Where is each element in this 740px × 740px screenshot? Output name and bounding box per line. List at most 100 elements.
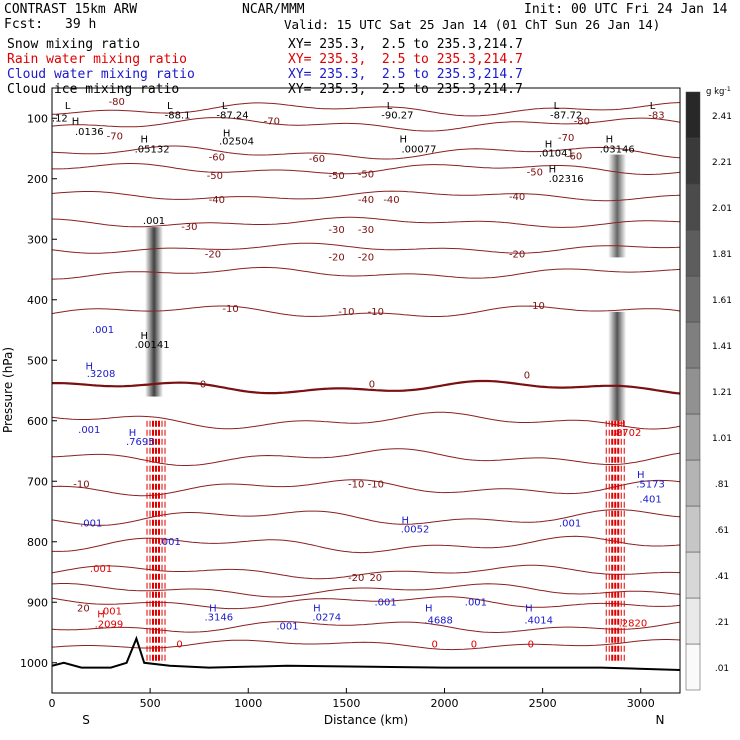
contour-label-63: H [617, 419, 625, 430]
snow-column-0 [145, 227, 164, 397]
y-tick-label-3: 400 [27, 294, 48, 307]
field-cloudice-name: Cloud ice mixing ratio [7, 82, 180, 97]
contour-label-24: .02316 [549, 174, 584, 185]
contour-label-92: 0 [200, 379, 206, 390]
contour-label-67: -70 [107, 131, 123, 142]
contour-label-56: .2099 [95, 620, 124, 631]
colorbar-cell-1 [685, 597, 701, 645]
x-tick-label-4: 2000 [431, 697, 459, 710]
contour-label-30: H [86, 361, 94, 372]
isotherm-15 [52, 564, 680, 580]
north-end-label: N [656, 713, 665, 727]
y-tick-label-8: 900 [27, 596, 48, 609]
colorbar-cell-5 [685, 413, 701, 461]
field-rain-name: Rain water mixing ratio [7, 52, 188, 67]
contour-label-72: -60 [566, 151, 582, 162]
isotherm-12 [52, 479, 680, 497]
isotherm-19 [52, 639, 680, 651]
colorbar-cell-7 [685, 321, 701, 369]
contour-label-11: H [140, 134, 148, 145]
contour-label-77: -40 [209, 195, 225, 206]
y-tick-label-6: 700 [27, 475, 48, 488]
contour-label-22: .03146 [600, 145, 635, 156]
contour-label-91: -10 [529, 301, 545, 312]
colorbar-label-11: 2.21 [712, 158, 732, 168]
y-tick-label-7: 800 [27, 536, 48, 549]
contour-label-12: .05132 [135, 145, 170, 156]
contour-label-32: H [129, 428, 137, 439]
x-axis-label: Distance (km) [324, 713, 408, 727]
contour-label-60: 0 [432, 640, 438, 651]
contour-label-46: H [425, 603, 433, 614]
contour-label-2: .0136 [75, 127, 104, 138]
contour-label-43: H [313, 603, 321, 614]
contour-label-65: .2820 [619, 618, 648, 629]
contour-label-83: -30 [358, 225, 374, 236]
field-cloudice-xy: XY= 235.3, 2.5 to 235.3,214.7 [288, 82, 523, 97]
contour-label-47: .4688 [424, 615, 453, 626]
contour-label-98: 20 [77, 603, 90, 614]
field-rain-xy: XY= 235.3, 2.5 to 235.3,214.7 [288, 52, 523, 67]
colorbar-cell-8 [685, 275, 701, 323]
colorbar-label-2: .41 [715, 572, 729, 582]
contour-label-37: .001 [92, 325, 114, 336]
institution: NCAR/MMM [242, 2, 305, 17]
contour-label-69: -70 [264, 116, 280, 127]
contour-label-73: -50 [207, 171, 223, 182]
forecast-value: 39 h [65, 17, 97, 32]
isotherm-18 [52, 621, 680, 634]
contour-label-45: .001 [374, 597, 396, 608]
contour-label-41: .3146 [204, 612, 233, 623]
contour-label-64: .8702 [613, 428, 642, 439]
colorbar-label-0: .01 [715, 664, 729, 674]
colorbar-label-1: .21 [715, 618, 729, 628]
isotherm-16 [52, 583, 680, 598]
contour-label-21: H [606, 134, 614, 145]
field-snow-xy: XY= 235.3, 2.5 to 235.3,214.7 [288, 37, 523, 52]
contour-label-33: .7695 [126, 437, 155, 448]
contour-label-26: -83 [648, 110, 664, 121]
x-tick-label-1: 500 [140, 697, 161, 710]
y-tick-label-2: 300 [27, 233, 48, 246]
x-tick-label-5: 2500 [529, 697, 557, 710]
contour-label-58: .001 [100, 606, 122, 617]
contour-label-44: .0274 [312, 612, 341, 623]
contour-label-20: .01041 [539, 148, 574, 159]
colorbar-label-12: 2.41 [712, 112, 732, 122]
contour-label-94: 0 [524, 370, 530, 381]
colorbar-label-8: 1.61 [712, 296, 732, 306]
contour-label-25: L [650, 101, 656, 112]
model-title: CONTRAST 15km ARW [4, 2, 138, 17]
contour-label-100: 20 [369, 573, 382, 584]
contour-label-5: L [167, 101, 173, 112]
contour-label-90: -10 [368, 307, 384, 318]
x-tick-label-0: 0 [49, 697, 56, 710]
contour-label-8: -87.24 [216, 110, 248, 121]
contour-label-17: L [554, 101, 560, 112]
isotherm-17 [52, 596, 680, 610]
colorbar-label-5: 1.01 [712, 434, 732, 444]
contour-label-19: H [545, 139, 553, 150]
colorbar-cell-12 [685, 91, 701, 139]
contour-label-76: -50 [527, 168, 543, 179]
colorbar-unit: g kg-1 [706, 85, 731, 97]
contour-label-6: -88.1 [165, 110, 191, 121]
contour-label-7: L [222, 101, 228, 112]
contour-label-23: H [549, 165, 557, 176]
contour-label-82: -30 [328, 225, 344, 236]
colorbar-cell-9 [685, 229, 701, 277]
colorbar-cell-11 [685, 137, 701, 185]
init-time: Init: 00 UTC Fri 24 Jan 14 [524, 2, 728, 17]
colorbar-cell-10 [685, 183, 701, 231]
x-tick-label-3: 1500 [332, 697, 360, 710]
colorbar-cell-6 [685, 367, 701, 415]
contour-label-52: .5173 [636, 479, 665, 490]
field-snow-name: Snow mixing ratio [7, 37, 141, 52]
terrain-line [52, 635, 680, 671]
contour-label-49: H [525, 603, 533, 614]
contour-label-99: -20 [348, 573, 364, 584]
contour-label-42: .001 [276, 621, 298, 632]
contour-label-35: .001 [80, 519, 102, 530]
contour-label-55: H [97, 609, 105, 620]
